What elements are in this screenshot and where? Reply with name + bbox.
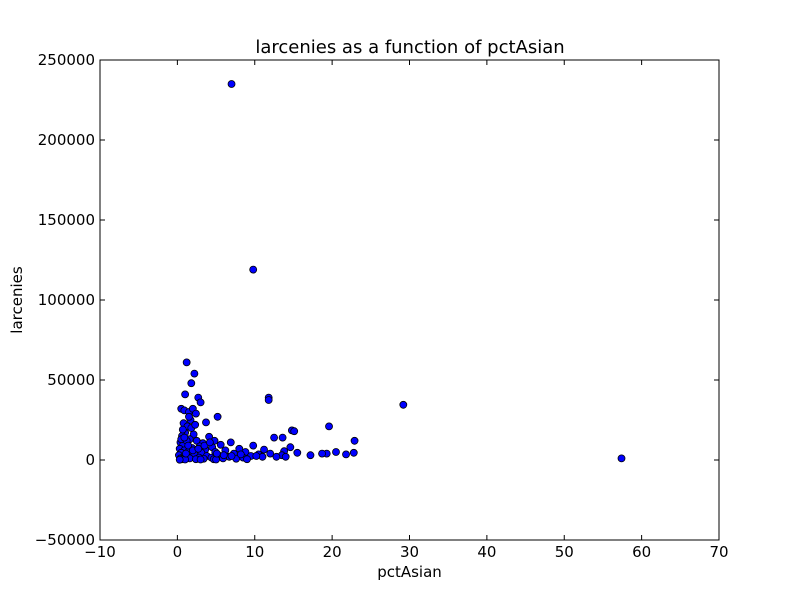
data-point [293,448,302,457]
y-tick-label: 0 [85,451,95,469]
data-point [196,455,205,464]
data-point [212,449,221,458]
x-tick-label: −10 [84,543,116,561]
data-point [342,450,350,459]
chart-title: larcenies as a function of pctAsian [255,37,564,58]
y-axis-label: larcenies [8,266,26,334]
data-point [252,452,261,460]
data-point [202,418,210,427]
data-point [278,433,287,442]
data-point [350,436,359,445]
y-tick-label: 200000 [38,131,95,149]
data-point [181,390,190,399]
data-point [175,455,184,464]
x-tick-label: 50 [555,543,574,561]
x-axis-label: pctAsian [377,563,442,581]
data-point [236,450,245,459]
data-point [205,438,214,447]
y-tick-label: 150000 [38,211,95,229]
data-point [226,438,235,447]
x-tick-label: 10 [245,543,264,561]
data-point [181,449,190,458]
y-tick-label: 100000 [38,291,95,309]
data-point [243,455,251,464]
y-axis: −50000 0 50000 100000 150000 200000 250000 [35,51,719,549]
y-tick-label: 250000 [38,51,95,69]
x-tick-label: 30 [400,543,419,561]
x-axis: −10 0 10 20 30 40 50 60 70 [84,60,729,561]
data-point [306,451,315,460]
data-point [399,400,408,409]
data-point [227,452,236,460]
data-point [196,398,205,407]
data-point [182,358,191,367]
data-point [191,420,200,429]
data-point [216,440,225,449]
data-point [187,379,196,388]
data-point [180,433,189,442]
data-point [266,449,275,458]
data-point [249,265,258,274]
x-tick-label: 20 [323,543,342,561]
data-point [178,425,187,434]
data-point [264,396,273,404]
data-point [318,449,326,458]
data-point [227,80,236,88]
data-point [192,409,200,418]
y-tick-label: −50000 [35,531,95,549]
data-point [332,448,340,456]
x-tick-label: 40 [477,543,496,561]
y-tick-label: 50000 [47,371,95,389]
data-points [175,80,626,464]
data-point [270,433,278,442]
data-point [185,412,193,421]
data-point [281,452,290,461]
x-tick-label: 60 [632,543,651,561]
data-point [219,451,228,460]
data-point [349,448,358,457]
data-point [190,369,199,378]
x-tick-label: 70 [709,543,728,561]
data-point [272,452,281,461]
data-point [194,444,203,453]
data-point [325,422,333,431]
plot-frame [99,59,720,541]
data-point [260,445,268,454]
x-tick-label: 0 [173,543,183,561]
data-point [290,427,299,436]
data-point [249,441,258,450]
data-point [617,454,626,463]
data-point [213,412,222,421]
data-point [184,441,193,450]
data-point [286,443,295,452]
